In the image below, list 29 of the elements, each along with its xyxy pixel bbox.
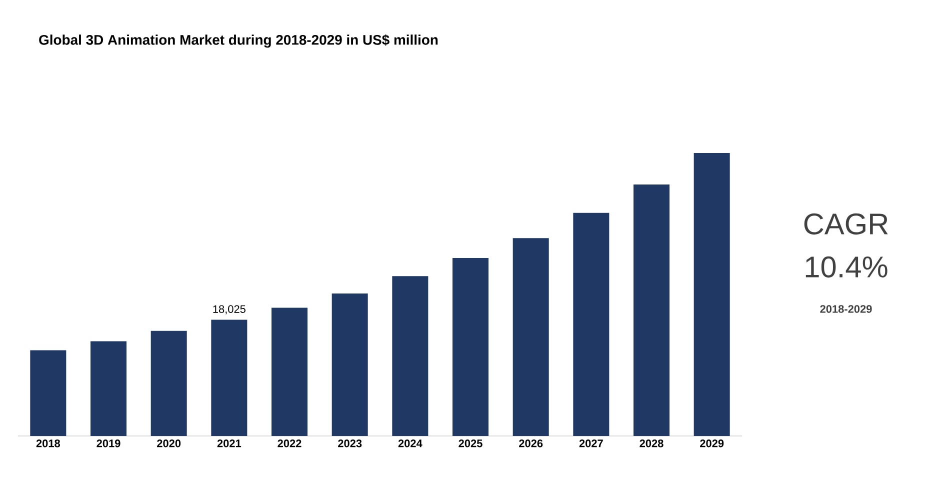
x-tick-label: 2019 xyxy=(96,440,120,448)
bar xyxy=(332,294,368,436)
x-tick-label: 2022 xyxy=(278,440,302,448)
x-tick-label: 2028 xyxy=(640,440,664,448)
text: CAGR xyxy=(804,213,888,235)
bar xyxy=(634,184,670,436)
x-tick-label: 2025 xyxy=(458,440,482,448)
x-tick-label: 2020 xyxy=(157,440,181,448)
bar xyxy=(694,152,730,436)
bar xyxy=(392,276,428,436)
x-tick-label: 2021 xyxy=(217,440,242,448)
chart-title: Global 3D Animation Market during 2018-2029 in US$ million xyxy=(39,34,438,48)
x-tick-label: 2023 xyxy=(338,440,362,448)
bar xyxy=(90,341,127,436)
bar xyxy=(150,330,187,436)
bar xyxy=(452,258,489,436)
text: 2018-2029 xyxy=(820,305,872,313)
text: 10.4% xyxy=(806,256,888,278)
x-tick-label: 2018 xyxy=(36,440,60,448)
data-label: 18,025 xyxy=(213,305,246,314)
x-tick-label: 2024 xyxy=(398,440,422,448)
bar xyxy=(211,320,248,436)
x-tick-label: 2027 xyxy=(579,440,603,448)
bar xyxy=(573,212,610,436)
bar xyxy=(512,238,549,436)
bar xyxy=(272,308,308,436)
bar xyxy=(30,350,66,436)
x-tick-label: 2029 xyxy=(700,440,724,448)
x-tick-label: 2026 xyxy=(519,440,543,448)
